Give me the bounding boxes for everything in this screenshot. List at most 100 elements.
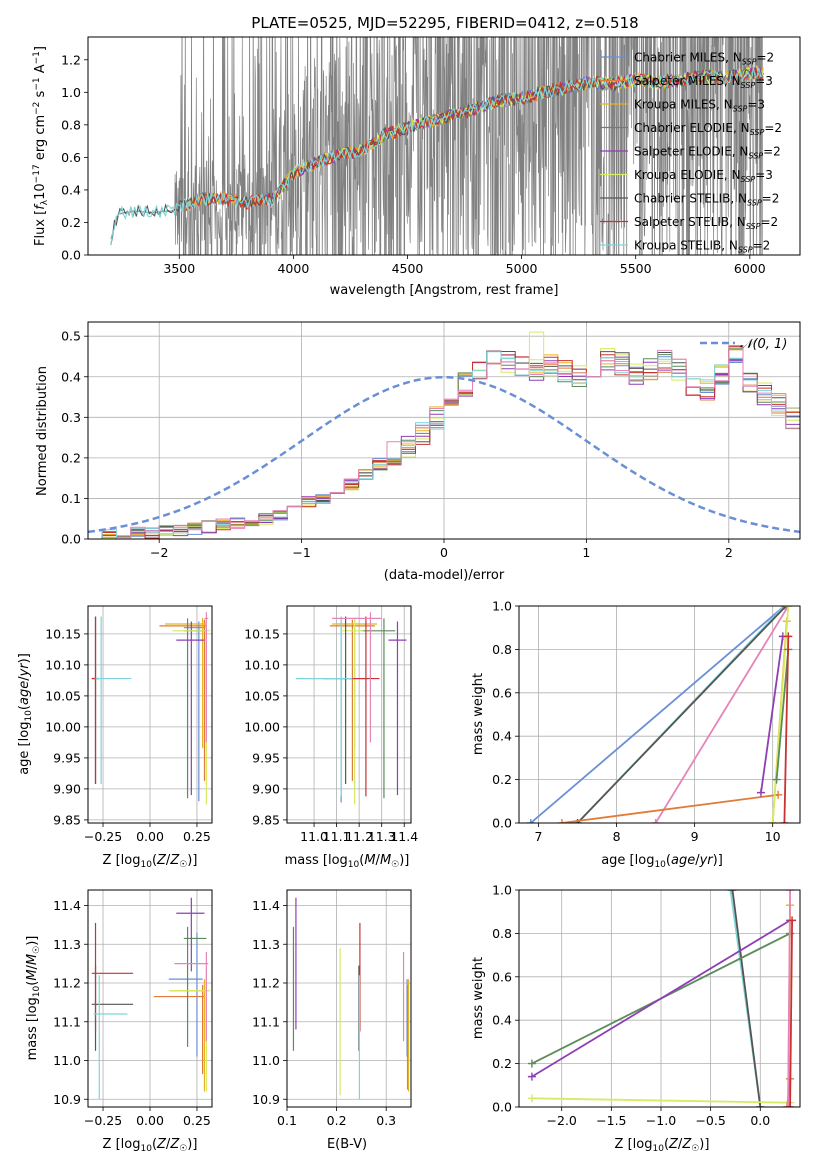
age-vs-mass-plot-area: 11.011.111.211.311.4 9.85 9.90 9.95 10.00 10.… [244,606,418,844]
weight-marker-salpeter_miles [783,1103,792,1107]
weight-marker-pink [651,819,660,823]
x-tick-label: −1.0 [646,1113,676,1128]
weight-vs-Z-ylabel: mass weight [471,957,486,1039]
weight-vs-age-frame [518,605,801,824]
x-tick-label: 0.1 [277,1113,297,1128]
y-tick-label: 0.4 [61,369,81,384]
weight-lines [526,606,793,823]
y-tick-label: 9.95 [252,750,280,765]
y-tick-label: 0.0 [61,532,81,547]
weight-marker-pink [784,1103,793,1107]
mass-vs-ebv-frame [286,889,412,1108]
weight-vs-Z-plot-area: −2.0 −1.5 −1.0 −0.5 0.0 0.0 0.2 0.4 0.6 0.8 1.0 [492,883,800,1128]
weight-vs-age-ylabel: mass weight [471,673,486,755]
x-tick-label: 0 [440,545,448,560]
x-tick-label: 2 [725,545,733,560]
y-tick-label: 0.4 [61,182,81,197]
y-tick-label: 11.3 [252,937,280,952]
x-tick-label: −2.0 [547,1113,577,1128]
weight-vs-age-panel: 7 8 9 10 0.0 0.2 0.4 0.6 0.8 1.0 age [log10(age/y… [471,599,801,870]
spectrum-panel: 3500 4000 4500 5000 5500 6000 0.0 0.2 0.4 0.6 0.8 1… [32,36,801,298]
histogram-chabrier_stelib [88,351,800,539]
y-tick-label: 0.6 [492,969,512,984]
weight-vs-Z-xlabel: Z [log10(Z/Z☉)] [615,1137,710,1154]
x-tick-label: 11.3 [368,829,396,844]
y-tick-label: 0.3 [61,410,81,425]
y-tick-label: 0.0 [61,248,81,263]
x-tick-label: −1.5 [596,1113,626,1128]
age-vs-mass-xlabel: mass [log10(M/M☉)] [285,853,410,870]
x-tick-label: 4000 [277,261,309,276]
y-tick-label: 11.0 [53,1053,81,1068]
x-tick-label: 6000 [734,261,766,276]
x-tick-label: −0.5 [695,1113,725,1128]
weight-marker-chabrier_elodie [772,775,781,784]
x-tick-label: 0.00 [136,1113,164,1128]
y-tick-label: 0.0 [492,816,512,831]
y-tick-label: 10.9 [53,1092,81,1107]
weight-line-chabrier_miles [530,606,785,823]
y-tick-label: 9.90 [252,781,280,796]
errorbars [91,612,211,805]
legend-label: Chabrier STELIB, NSSP=2 [634,192,779,208]
weight-marker-chabrier_miles [526,819,535,823]
x-tick-label: 11.1 [323,829,351,844]
y-tick-label: 11.4 [53,898,81,913]
x-tick-label: 0.25 [183,829,211,844]
weight-vs-age-plot-area: 7 8 9 10 0.0 0.2 0.4 0.6 0.8 1.0 [492,599,800,844]
y-tick-label: 11.2 [53,976,81,991]
weight-marker-salpeter_elodie [527,1072,536,1081]
x-tick-label: 9 [691,829,699,844]
weight-marker-kroupa_elodie [768,819,777,823]
x-tick-label: 11.0 [300,829,328,844]
weight-lines [527,890,797,1107]
y-tick-label: 0.5 [61,329,81,344]
age-vs-mass-panel: 11.011.111.211.311.4 9.85 9.90 9.95 10.00 10.… [244,605,418,870]
x-tick-label: 8 [613,829,621,844]
weight-marker-salpeter_miles [557,819,566,823]
legend-label: Kroupa STELIB, NSSP=2 [634,239,770,255]
y-tick-label: 0.6 [492,685,512,700]
spectrum-lines [110,37,765,255]
y-tick-label: 0.8 [61,117,81,132]
x-tick-label: 7 [535,829,543,844]
x-tick-label: 11.2 [345,829,373,844]
y-tick-label: 9.85 [252,812,280,827]
y-tick-label: 0.8 [492,926,512,941]
x-tick-label: 0.0 [750,1113,770,1128]
x-tick-label: 4500 [392,261,424,276]
legend-label: Salpeter ELODIE, NSSP=2 [634,145,781,161]
errorbars [292,897,410,1100]
y-tick-label: 10.10 [45,657,81,672]
y-tick-label: 0.2 [492,772,512,787]
y-tick-label: 1.2 [61,52,81,67]
y-tick-label: 0.8 [492,642,512,657]
y-tick-label: 11.4 [252,898,280,913]
mass-vs-Z-panel: −0.25 0.00 0.25 10.9 11.0 11.1 11.2 11.3 11.4 Z … [25,889,213,1154]
weight-line-salpeter_stelib [789,920,793,1107]
weight-marker-chabrier_stelib [756,1103,765,1107]
weight-vs-Z-frame [518,889,801,1108]
errorbars [91,897,211,1100]
legend-label: Salpeter MILES, NSSP=3 [634,74,773,90]
y-tick-label: 10.05 [45,688,81,703]
weight-vs-age-xlabel: age [log10(age/yr)] [601,853,723,870]
histogram-pink [88,345,800,539]
weight-marker-chabrier_stelib [728,890,737,894]
mass-vs-Z-frame [87,889,213,1108]
age-vs-Z-ylabel: age [log10(age/yr)] [17,653,34,775]
y-tick-label: 11.1 [252,1014,280,1029]
errorbars [296,612,407,805]
y-tick-label: 10.15 [45,626,81,641]
weight-marker-salpeter_stelib [786,1103,795,1107]
age-vs-Z-xlabel: Z [log10(Z/Z☉)] [103,853,198,870]
observed-spectrum-line [110,37,763,255]
age-vs-Z-panel: −0.25 0.00 0.25 9.85 9.90 9.95 10.00 10.05 10.10… [17,605,213,870]
x-tick-label: −0.25 [84,1113,122,1128]
y-tick-label: 9.85 [53,812,81,827]
weight-line-chabrier_elodie [775,649,790,780]
histogram-kroupa_stelib [88,351,800,539]
spectrum-xlabel: wavelength [Angstrom, rest frame] [330,283,559,298]
weight-line-kroupa_elodie [531,1097,791,1104]
